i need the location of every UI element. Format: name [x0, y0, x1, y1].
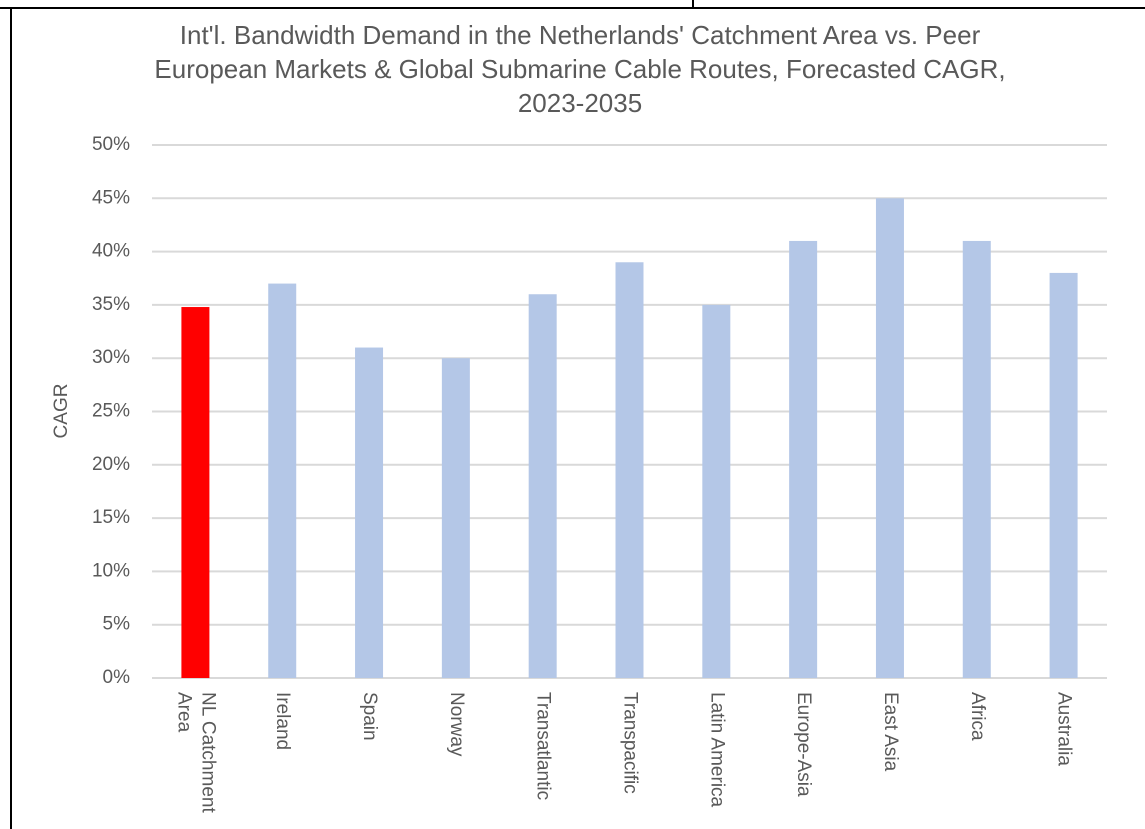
y-tick-label: 5% — [103, 614, 131, 635]
y-axis-label: CAGR — [51, 384, 72, 439]
x-tick-label: East Asia — [879, 692, 901, 772]
x-tick-label: Transpacific — [619, 692, 641, 794]
bar — [268, 283, 297, 678]
chart-title: Int'l. Bandwidth Demand in the Netherlan… — [154, 20, 1006, 118]
bar — [702, 304, 731, 678]
y-tick-label: 40% — [92, 241, 130, 262]
x-tick-label: Australia — [1053, 692, 1075, 766]
y-tick-label: 50% — [92, 134, 130, 155]
bar — [528, 294, 557, 678]
bar — [355, 347, 384, 678]
bar — [441, 358, 470, 678]
y-tick-label: 30% — [92, 347, 130, 368]
y-tick-label: 20% — [92, 454, 130, 475]
bar — [181, 307, 210, 678]
x-tick-label: Latin America — [706, 692, 728, 808]
y-tick-label: 25% — [92, 401, 130, 422]
y-tick-label: 15% — [92, 507, 130, 528]
x-tick-label: Norway — [445, 692, 467, 757]
x-tick-label: NL Catchment Area — [173, 692, 219, 813]
x-tick-label: Transatlantic — [532, 692, 554, 801]
x-tick-label: Africa — [966, 692, 988, 741]
x-tick-label: Spain — [359, 692, 381, 741]
bar — [875, 198, 904, 679]
y-tick-label: 35% — [92, 294, 130, 315]
y-tick-label: 0% — [103, 667, 131, 688]
x-tick-label: Ireland — [272, 692, 294, 751]
x-tick-label: Europe-Asia — [793, 692, 815, 797]
bar — [615, 262, 644, 678]
y-tick-label: 45% — [92, 187, 130, 208]
bar — [1049, 272, 1078, 678]
bar — [962, 240, 991, 678]
bar — [789, 240, 818, 678]
y-tick-label: 10% — [92, 560, 130, 581]
